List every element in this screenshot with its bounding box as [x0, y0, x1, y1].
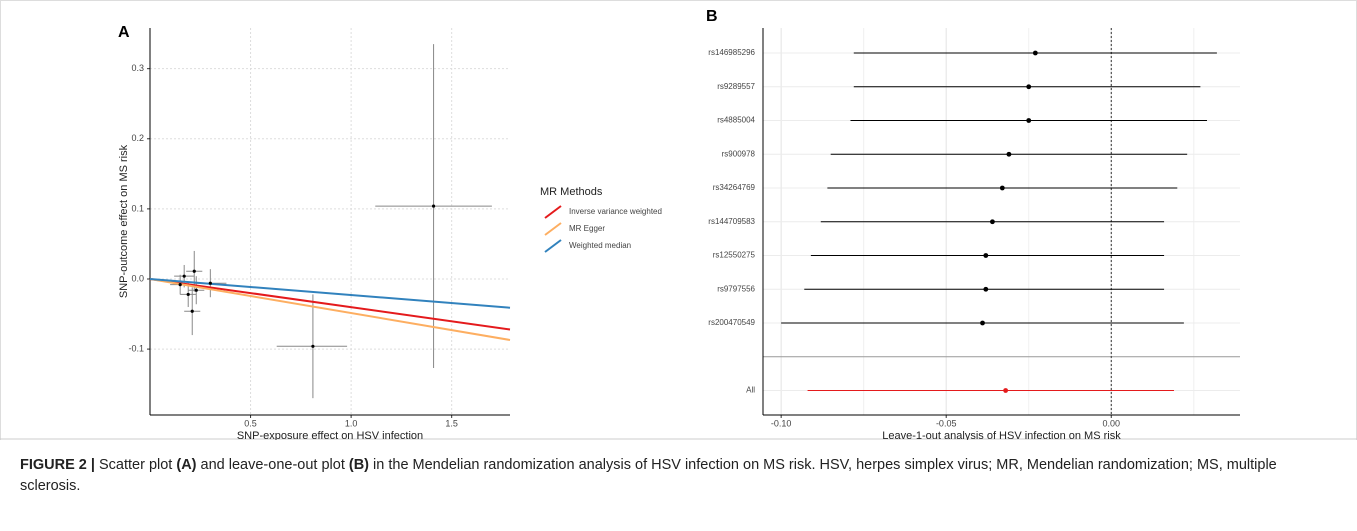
caption-text: and leave-one-out plot: [196, 457, 349, 473]
x-axis-label: SNP-exposure effect on HSV infection: [237, 430, 423, 440]
legend-key: [544, 239, 562, 253]
panel-label: B: [706, 8, 718, 25]
y-tick-label: rs146985296: [708, 48, 755, 57]
point: [999, 185, 1005, 191]
y-tick-label: rs144709583: [708, 217, 755, 226]
x-tick-label: 1.5: [445, 418, 458, 428]
point: [1026, 84, 1032, 90]
point: [190, 309, 194, 313]
caption-text: Scatter plot: [94, 457, 177, 473]
caption-text: in the Mendelian randomization analysis …: [20, 457, 1277, 494]
caption-text: (A): [176, 457, 197, 473]
y-tick-label: 0.2: [131, 133, 144, 143]
legend-label: Weighted median: [569, 241, 631, 250]
point: [1026, 118, 1032, 123]
y-tick-label: rs900978: [722, 149, 756, 158]
point: [980, 320, 985, 326]
regression-line: [149, 278, 511, 341]
y-tick-label: rs200470549: [708, 318, 755, 327]
point: [431, 204, 436, 208]
x-tick-label: 0.00: [1102, 418, 1120, 428]
point: [1006, 151, 1012, 157]
y-tick-label: rs9289557: [717, 82, 755, 91]
caption-text: (B): [348, 457, 370, 473]
point: [192, 269, 196, 273]
legend-key: [544, 205, 562, 219]
point: [311, 344, 315, 348]
y-tick-label: All: [746, 386, 755, 395]
regression-line: [149, 277, 511, 331]
point: [1003, 388, 1009, 393]
y-tick-label: rs9797556: [717, 284, 755, 293]
y-tick-label: 0.0: [131, 273, 144, 283]
legend-title: MR Methods: [540, 186, 603, 198]
point: [983, 253, 989, 258]
panel-label: A: [118, 24, 130, 41]
x-axis-label: Leave-1-out analysis of HSV infection on…: [882, 430, 1121, 440]
y-tick-label: 0.3: [131, 63, 144, 73]
x-tick-label: -0.05: [936, 418, 957, 428]
y-tick-label: rs4885004: [717, 116, 755, 125]
y-axis-label: SNP-outcome effect on MS risk: [118, 144, 130, 298]
x-tick-label: -0.10: [771, 418, 792, 428]
point: [990, 219, 995, 225]
point: [1032, 50, 1038, 56]
y-tick-label: 0.1: [131, 203, 144, 213]
point: [208, 281, 212, 285]
x-tick-label: 1.0: [345, 418, 358, 428]
point: [178, 282, 182, 287]
legend-label: MR Egger: [569, 224, 605, 233]
point: [186, 292, 190, 297]
caption: FIGURE 2 | Scatter plot (A) and leave-on…: [20, 455, 1320, 497]
legend-key: [544, 222, 562, 236]
caption-text: FIGURE 2 |: [20, 457, 95, 473]
y-tick-label: rs34264769: [713, 183, 756, 192]
point: [983, 286, 989, 292]
point: [182, 274, 186, 278]
x-tick-label: 0.5: [244, 418, 257, 428]
y-tick-label: -0.1: [128, 343, 144, 353]
legend-label: Inverse variance weighted: [569, 207, 662, 216]
y-tick-label: rs12550275: [713, 251, 756, 260]
point: [194, 288, 198, 292]
